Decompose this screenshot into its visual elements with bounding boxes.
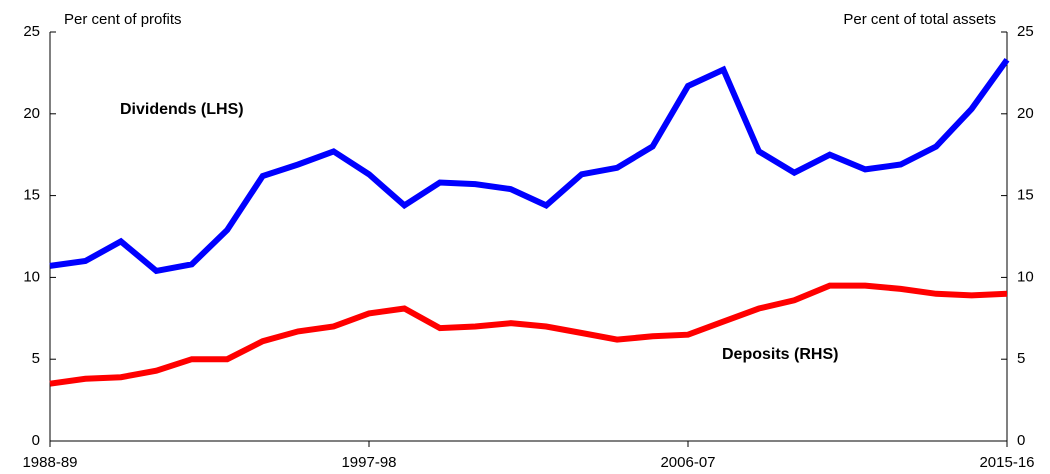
x-tick-label: 1997-98 xyxy=(341,454,396,471)
y2-tick-label: 20 xyxy=(1017,105,1034,122)
y2-axis-label: Per cent of total assets xyxy=(843,11,996,28)
y2-tick-label: 15 xyxy=(1017,187,1034,204)
y-tick-label: 10 xyxy=(23,268,40,285)
y2-tick-label: 5 xyxy=(1017,350,1025,367)
y-tick-label: 15 xyxy=(23,187,40,204)
y2-tick-label: 0 xyxy=(1017,432,1025,449)
y2-tick-label: 10 xyxy=(1017,268,1034,285)
y-tick-label: 0 xyxy=(32,432,40,449)
x-tick-label: 2006-07 xyxy=(660,454,715,471)
x-tick-label: 1988-89 xyxy=(22,454,77,471)
series-label: Dividends (LHS) xyxy=(120,101,244,118)
x-tick-label: 2015-16 xyxy=(979,454,1034,471)
y-tick-label: 20 xyxy=(23,105,40,122)
series-line xyxy=(49,282,1008,387)
y-tick-label: 25 xyxy=(23,23,40,40)
y-tick-label: 5 xyxy=(32,350,40,367)
y-axis-label: Per cent of profits xyxy=(64,11,182,28)
y2-tick-label: 25 xyxy=(1017,23,1034,40)
series-line xyxy=(49,58,1010,275)
series-label: Deposits (RHS) xyxy=(722,346,838,363)
